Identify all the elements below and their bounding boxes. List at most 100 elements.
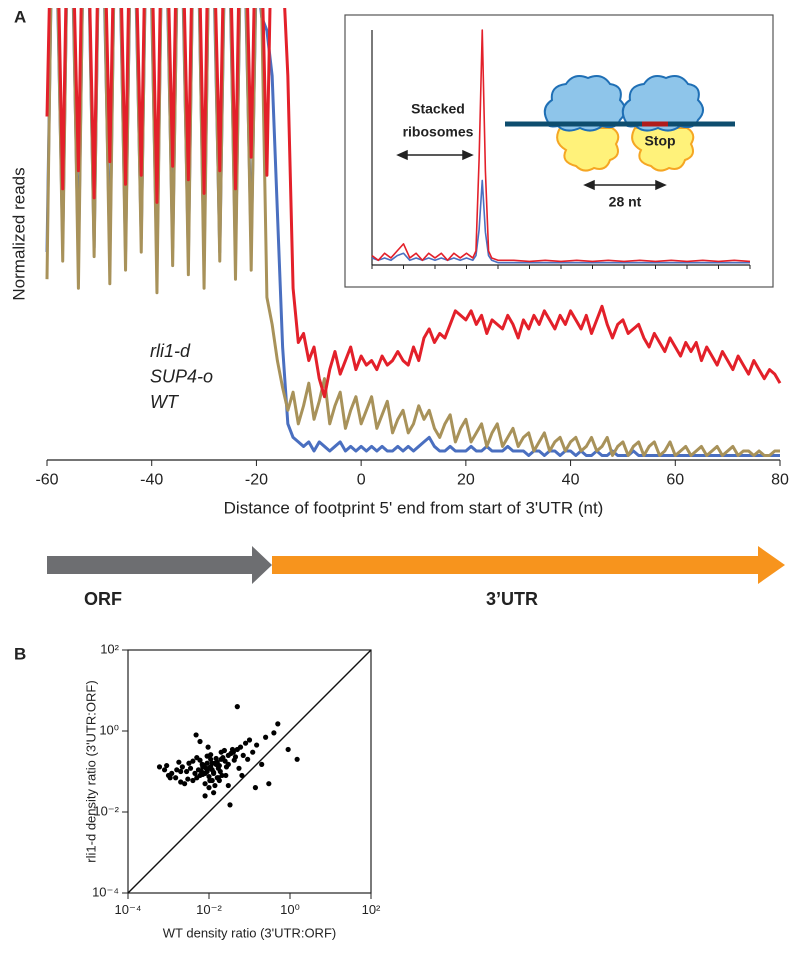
x-tick-label: -60 (35, 472, 58, 489)
point (202, 781, 208, 787)
point (275, 721, 281, 727)
inset-frame (344, 14, 774, 288)
y-tick-label: 10⁻² (93, 803, 119, 818)
y-tick-label: 10² (100, 641, 119, 656)
x-tick-label: 10⁰ (280, 902, 300, 917)
legend-entry: SUP4-o (150, 366, 213, 386)
ribosome-diagram (396, 75, 735, 191)
point (225, 782, 231, 789)
point (173, 775, 179, 781)
annotation: Stacked (411, 101, 465, 117)
point (220, 755, 226, 761)
y-tick-label: 10⁰ (99, 722, 119, 737)
y-axis-label: Normalized reads (9, 167, 28, 300)
point (184, 768, 190, 775)
point (194, 755, 200, 761)
point (228, 750, 234, 756)
series-line (371, 29, 751, 263)
series-line (371, 179, 750, 264)
point (206, 785, 212, 791)
y-tick-label: 10⁻⁴ (92, 884, 119, 899)
point (242, 740, 249, 746)
point (266, 781, 272, 787)
series-line (45, 8, 782, 399)
y-axis-label: rli1-d density ratio (3'UTR:ORF) (83, 680, 98, 862)
x-tick-label: 0 (357, 472, 366, 489)
x-tick-label: -40 (140, 472, 163, 489)
panel-label: B (14, 644, 26, 663)
annotation: 3’UTR (486, 589, 538, 609)
point (294, 756, 300, 762)
point (186, 760, 192, 766)
point (192, 770, 198, 776)
x-tick-label: 10⁻⁴ (115, 902, 142, 917)
point (263, 734, 269, 740)
point (156, 764, 163, 770)
point (194, 775, 200, 781)
point (246, 737, 253, 743)
point (178, 768, 184, 775)
identity-line (127, 649, 372, 894)
point (259, 761, 265, 767)
point (205, 744, 211, 750)
chart-2: 10⁻⁴ 10⁻² 10⁰ 10² 10⁻⁴ 10⁻² 10⁰ 10² B WT density … (14, 641, 381, 940)
point (178, 779, 184, 785)
x-tick-label: 80 (771, 472, 789, 489)
plot-area (371, 29, 751, 264)
plot-frame (127, 649, 372, 894)
point (179, 764, 185, 770)
point (271, 730, 277, 736)
annotation: ribosomes (403, 124, 474, 140)
point (204, 753, 210, 759)
plot-area (45, 8, 782, 457)
point (239, 772, 245, 779)
point (225, 761, 231, 767)
point (206, 773, 212, 780)
legend-entry: WT (150, 392, 180, 412)
chart-0: -60 -40 -20 0 20 40 60 80 A Distance of footprint… (9, 7, 789, 609)
orf-arrow (47, 546, 272, 584)
point (240, 752, 246, 758)
annotation: ORF (84, 589, 122, 609)
utr-arrow (272, 546, 785, 584)
point (185, 776, 191, 782)
point (167, 775, 173, 781)
x-tick-label: 40 (562, 472, 580, 489)
point (215, 765, 221, 771)
point (207, 777, 213, 784)
point (164, 762, 170, 769)
point (161, 767, 168, 773)
point (187, 765, 194, 771)
point (202, 793, 208, 799)
point (213, 755, 219, 762)
point (211, 770, 217, 776)
point (212, 782, 218, 789)
point (236, 765, 242, 771)
point (193, 732, 199, 738)
point (234, 704, 240, 710)
point (231, 757, 237, 763)
point (245, 756, 251, 762)
x-tick-label: 10⁻² (196, 902, 222, 917)
point (229, 746, 236, 753)
x-axis-label: WT density ratio (3'UTR:ORF) (163, 926, 336, 941)
point (182, 781, 188, 787)
point (211, 790, 217, 796)
point (199, 761, 205, 767)
point (190, 758, 196, 764)
point (190, 777, 196, 784)
point (250, 749, 256, 755)
annotation: Stop (644, 133, 675, 149)
point (216, 777, 222, 784)
x-tick-label: 60 (666, 472, 684, 489)
x-axis-label: Distance of footprint 5' end from start … (224, 499, 604, 518)
point (252, 785, 259, 791)
point (209, 760, 215, 766)
point (208, 756, 214, 762)
point (223, 772, 229, 779)
point (169, 770, 175, 776)
point (197, 738, 203, 745)
point (285, 746, 291, 753)
